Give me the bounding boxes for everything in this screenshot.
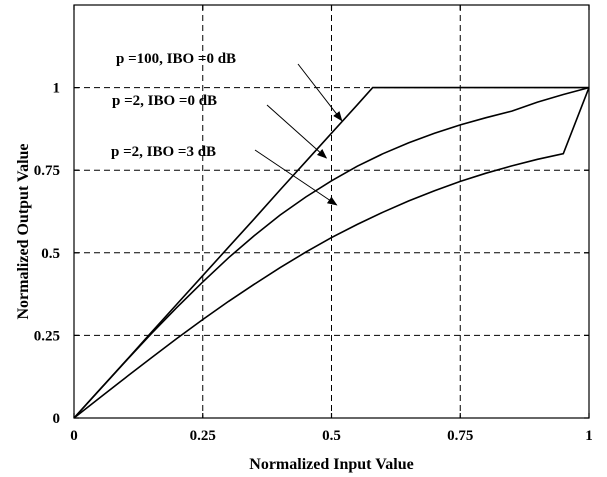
x-tick-label: 0.75 <box>447 428 473 444</box>
annotation-label-2: p =2, IBO =0 dB <box>112 93 217 109</box>
annotation-arrow-1 <box>297 63 343 122</box>
x-tick-label: 0 <box>70 428 78 444</box>
y-axis-label: Normalized Output Value <box>15 143 32 319</box>
series-line-3 <box>73 87 590 419</box>
annotation-arrow-2 <box>266 104 328 159</box>
tick-group: 0 0.25 0.5 0.75 1 0 0.25 0.5 0.75 1 <box>34 5 593 444</box>
series-line-2 <box>73 86 590 419</box>
y-tick-label: 1 <box>53 81 61 97</box>
annotation-arrow-3 <box>254 149 338 206</box>
x-tick-label: 0.5 <box>322 428 341 444</box>
y-tick-label: 0.25 <box>34 328 60 344</box>
x-tick-label: 0.25 <box>190 428 216 444</box>
x-tick-label: 1 <box>585 428 593 444</box>
annotation-label-3: p =2, IBO =3 dB <box>111 144 216 160</box>
y-tick-label: 0.5 <box>41 246 60 262</box>
annotation-label-1: p =100, IBO =0 dB <box>116 51 236 67</box>
x-axis-label: Normalized Input Value <box>249 456 413 473</box>
y-tick-label: 0 <box>53 411 61 427</box>
annotation-group: p =100, IBO =0 dB p =2, IBO =0 dB p =2, IB… <box>111 51 343 206</box>
y-tick-label: 0.75 <box>34 163 60 179</box>
grid <box>74 5 589 418</box>
